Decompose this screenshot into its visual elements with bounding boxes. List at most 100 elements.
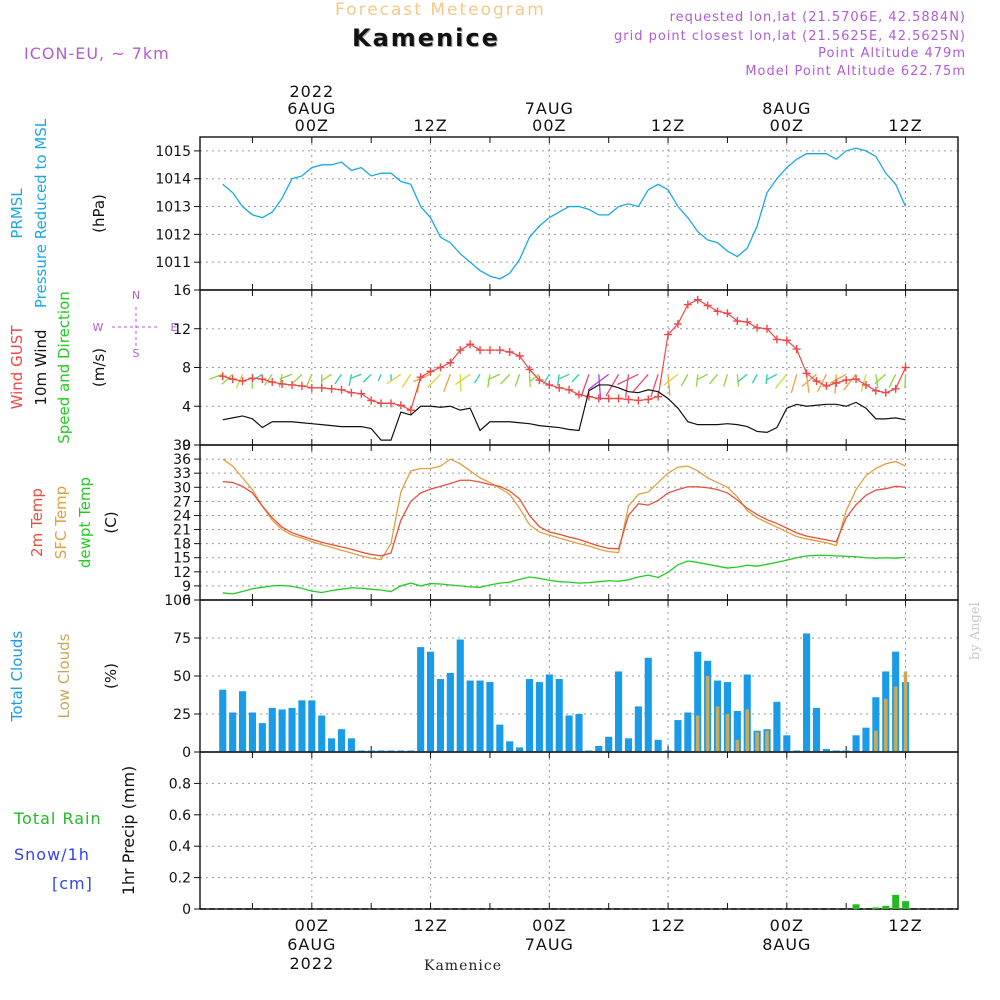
total-cloud-bar — [812, 707, 821, 752]
wind-arrow — [587, 373, 610, 391]
wind-arrow — [617, 373, 639, 386]
total-cloud-bar — [624, 738, 633, 752]
gust-marker — [495, 346, 504, 355]
wind-arrow — [736, 374, 740, 387]
total-cloud-bar — [545, 674, 553, 752]
compass-e: E — [171, 321, 178, 334]
pressure-line — [222, 147, 907, 280]
panel-temperature — [194, 444, 959, 601]
panel-wind — [112, 289, 959, 446]
location-title: Kamenice — [352, 24, 500, 52]
bottom-time-label: 12Z — [413, 916, 447, 935]
total-cloud-bar — [783, 735, 791, 752]
total-cloud-bar — [367, 750, 375, 752]
wind-arrow — [386, 373, 402, 385]
gust-marker — [604, 394, 613, 403]
gust-marker — [565, 385, 574, 394]
gust-marker — [753, 323, 762, 332]
wind-label: 10m Wind — [32, 329, 50, 405]
gust-marker — [693, 295, 702, 304]
total-cloud-bar — [407, 750, 415, 752]
y-tick-label: 39 — [173, 438, 191, 454]
wind-arrow — [487, 373, 501, 381]
gust-marker — [664, 330, 673, 339]
temp2m-line — [222, 479, 906, 557]
rain-bar — [852, 904, 860, 909]
y-tick-label: 24 — [173, 508, 191, 524]
requested-coords: requested lon,lat (21.5706E, 42.5884N) — [669, 10, 966, 25]
gust-marker — [317, 383, 326, 392]
wind-arrow — [843, 373, 857, 391]
wind-arrow — [306, 374, 313, 387]
total-cloud-bar — [436, 679, 445, 752]
wind-arrow — [221, 373, 234, 385]
gust-marker — [842, 376, 851, 385]
wind-arrow — [454, 373, 471, 386]
total-cloud-bar — [832, 750, 840, 752]
total-cloud-bar — [575, 714, 583, 752]
gust-marker — [218, 372, 227, 381]
gust-marker — [763, 324, 772, 333]
bottom-time-label: 12Z — [651, 916, 685, 935]
wind-arrow — [334, 373, 343, 385]
total-cloud-bar — [427, 651, 435, 752]
total-cloud-bar — [733, 710, 741, 752]
y-tick-label: 100 — [164, 593, 191, 609]
panel-clouds — [194, 599, 959, 753]
total-cloud-bar — [318, 715, 326, 752]
snow-label: Snow/1h — [14, 845, 90, 864]
wind-arrow — [571, 373, 580, 383]
total-cloud-bar — [684, 712, 692, 752]
wind-arrow — [737, 373, 748, 383]
low-cloud-bar — [874, 730, 878, 752]
y-tick-label: 25 — [173, 707, 191, 723]
wind-arrow — [487, 374, 491, 388]
gust-marker — [743, 317, 752, 326]
wind-units: (m/s) — [90, 348, 108, 387]
gust-marker — [367, 396, 376, 405]
compass-n: N — [132, 289, 140, 302]
total-cloud-bar — [585, 750, 593, 752]
wind-arrow — [500, 373, 511, 385]
y-tick-label: 30 — [173, 480, 191, 496]
gust-marker — [456, 346, 465, 355]
y-tick-label: 75 — [173, 631, 191, 647]
y-tick-label: 15 — [173, 551, 191, 567]
total-cloud-bar — [288, 707, 296, 752]
gust-marker — [634, 396, 643, 405]
wind-arrow — [650, 374, 659, 397]
top-time-label: 2022 — [289, 82, 334, 101]
y-tick-label: 1015 — [155, 144, 191, 160]
gust-marker — [644, 395, 653, 404]
total-cloud-bar — [565, 715, 573, 752]
gust-marker — [386, 399, 395, 408]
total-cloud-bar — [298, 700, 306, 752]
gust-marker — [782, 336, 791, 345]
y-tick-label: 1014 — [155, 172, 191, 188]
wind-arrow — [362, 373, 372, 383]
total-cloud-bar — [496, 724, 504, 752]
wind-arrow — [279, 373, 293, 380]
gust-marker — [288, 380, 297, 389]
gust-marker — [396, 401, 405, 410]
total-cloud-bar — [229, 712, 237, 752]
gust-marker — [654, 392, 663, 401]
gust-marker — [268, 378, 277, 387]
low-cloud-bar — [735, 739, 740, 752]
total-cloud-bar — [852, 735, 860, 752]
total-cloud-bar — [466, 680, 474, 752]
gust-marker — [852, 375, 861, 384]
total-cloud-bar — [634, 706, 642, 752]
wind-arrow — [790, 374, 798, 394]
top-time-label: 00Z — [532, 116, 566, 135]
gust-marker — [901, 363, 910, 372]
wind-arrow — [751, 373, 758, 384]
wind-arrow — [829, 373, 847, 384]
top-time-label: 00Z — [295, 116, 329, 135]
total-cloud-bar — [278, 709, 286, 752]
wind-arrow — [774, 373, 788, 389]
gust-marker — [377, 399, 386, 408]
wind-arrow — [663, 373, 679, 386]
panel-frame — [199, 136, 959, 291]
wind-arrow — [696, 373, 708, 381]
